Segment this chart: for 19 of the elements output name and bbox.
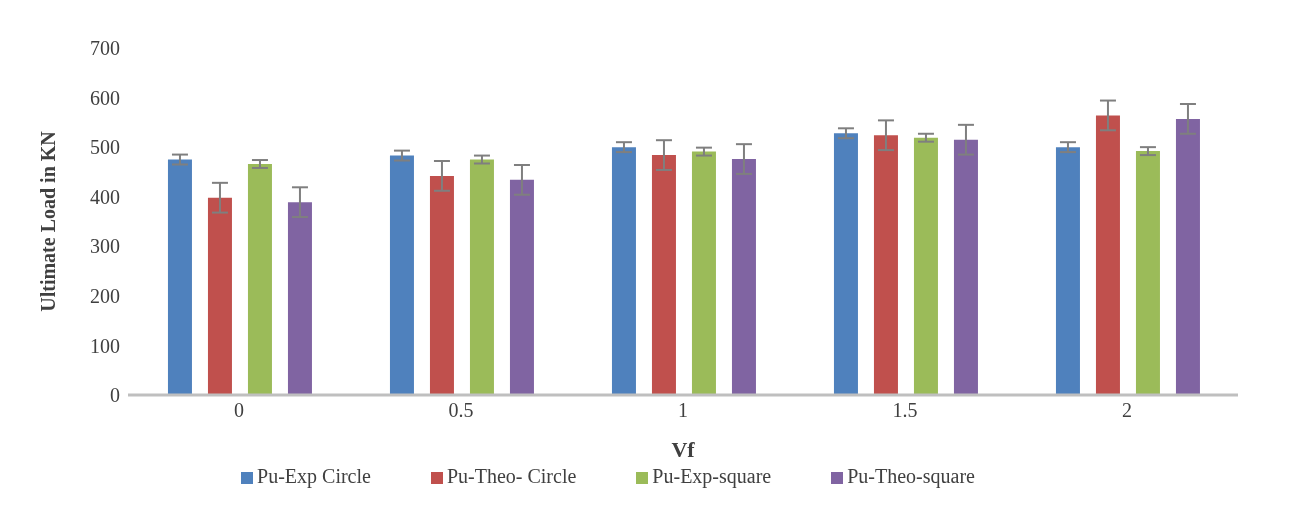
- x-tick-label: 1.5: [892, 399, 918, 422]
- y-tick-label: 500: [90, 136, 120, 159]
- x-tick-label: 0.5: [448, 399, 474, 422]
- legend-label: Pu-Theo- Circle: [446, 465, 577, 487]
- y-axis-title: Ultimate Load in KN: [37, 130, 60, 312]
- y-tick-label: 700: [90, 37, 120, 60]
- y-tick-label: 100: [90, 334, 120, 357]
- legend-label: Pu-Theo-square: [847, 465, 975, 487]
- y-tick-label: 600: [90, 86, 120, 109]
- y-tick-label: 300: [90, 235, 120, 258]
- x-tick-label: 0: [234, 399, 244, 422]
- legend-label: Pu-Exp Circle: [257, 465, 371, 487]
- legend-label: Pu-Exp-square: [652, 465, 772, 487]
- x-tick-label: 2: [1122, 399, 1132, 422]
- x-axis-title: Vf: [671, 437, 696, 462]
- x-tick-label: 1: [678, 399, 688, 422]
- y-tick-label: 0: [110, 384, 120, 407]
- y-tick-label: 200: [90, 284, 120, 307]
- y-tick-label: 400: [90, 185, 120, 208]
